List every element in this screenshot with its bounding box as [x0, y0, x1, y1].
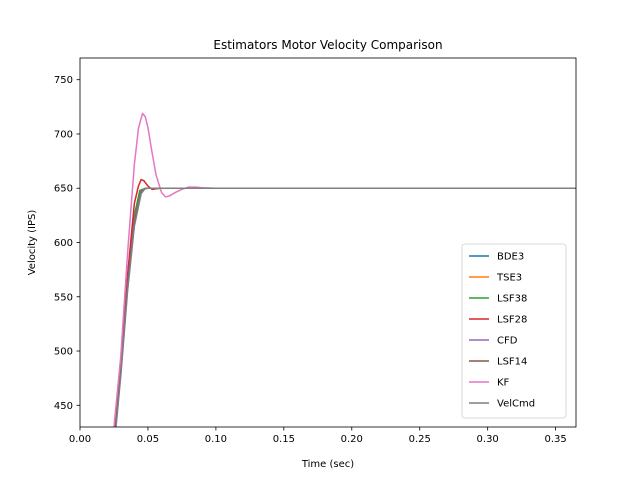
legend-entry: KF: [497, 378, 510, 389]
y-tick-label: 500: [54, 347, 73, 358]
y-axis: 450 500 550 600 650 700 750: [54, 75, 80, 412]
x-axis-label: Time (sec): [301, 459, 354, 470]
x-axis: 0.00 0.05 0.10 0.15 0.20 0.25 0.30 0.35: [69, 427, 567, 445]
legend: BDE3 TSE3 LSF38 LSF28 CFD LSF14 KF VelCmd: [461, 243, 567, 419]
y-axis-label: Velocity (IPS): [27, 210, 38, 276]
chart-title: Estimators Motor Velocity Comparison: [213, 38, 442, 52]
legend-entry: TSE3: [496, 273, 522, 284]
legend-entry: CFD: [497, 336, 518, 347]
legend-entry: BDE3: [497, 252, 524, 263]
x-tick-label: 0.00: [69, 434, 91, 445]
x-tick-label: 0.15: [273, 434, 295, 445]
y-tick-label: 550: [54, 292, 73, 303]
y-tick-label: 650: [54, 184, 73, 195]
x-tick-label: 0.35: [544, 434, 566, 445]
y-tick-label: 600: [54, 238, 73, 249]
legend-entry: VelCmd: [497, 399, 535, 410]
legend-entry: LSF14: [497, 357, 527, 368]
legend-entry: LSF38: [497, 294, 527, 305]
legend-entry: LSF28: [497, 315, 527, 326]
series-layer: [113, 112, 576, 427]
x-tick-label: 0.05: [137, 434, 159, 445]
legend-box: [461, 243, 567, 419]
series-line-velcmd: [115, 187, 576, 427]
x-tick-label: 0.30: [477, 434, 499, 445]
y-tick-label: 700: [54, 129, 73, 140]
y-tick-label: 450: [54, 401, 73, 412]
x-tick-label: 0.20: [341, 434, 363, 445]
x-tick-label: 0.25: [409, 434, 431, 445]
x-tick-label: 0.10: [205, 434, 227, 445]
y-tick-label: 750: [54, 75, 73, 86]
